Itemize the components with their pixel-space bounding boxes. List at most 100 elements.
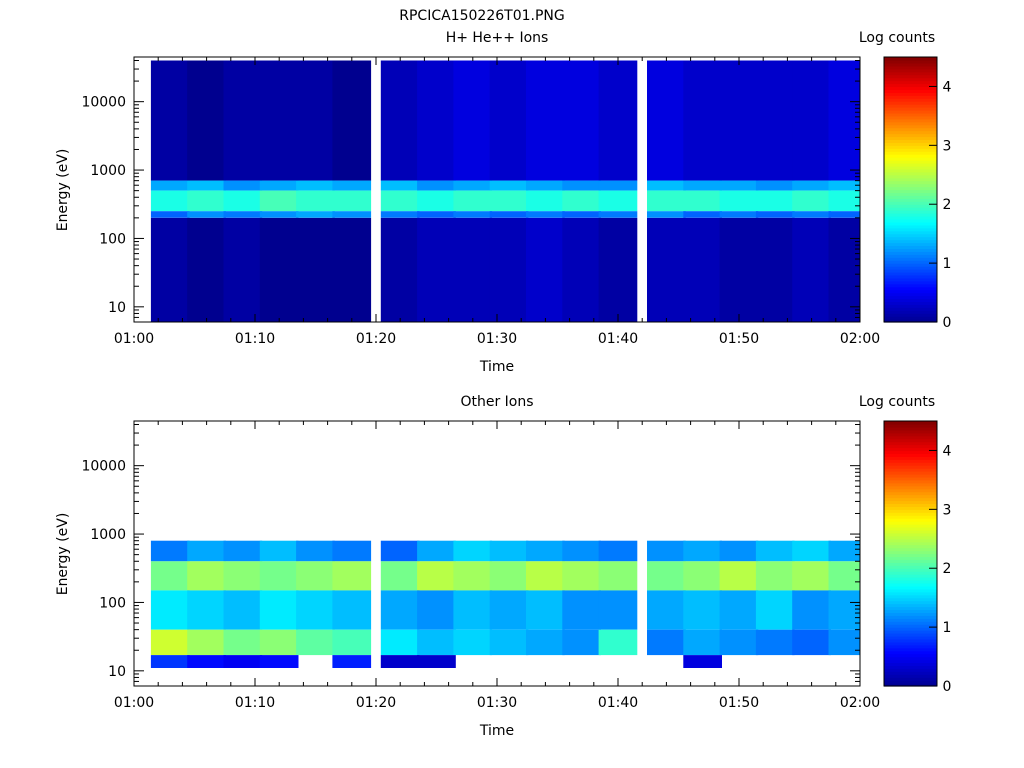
heatmap-cell [647, 60, 686, 181]
colorbar-segment [884, 227, 937, 232]
colorbar-segment [884, 644, 937, 649]
heatmap-cell [719, 211, 759, 218]
heatmap-cell [489, 561, 529, 591]
panel-2-y-axis: 10 100 1000 10000 [81, 423, 860, 687]
heatmap-cell [417, 60, 456, 181]
heatmap-cell [562, 190, 601, 212]
panel-1-y-label: Energy (eV) [55, 149, 71, 232]
x-tick-label: 01:10 [235, 695, 275, 711]
colorbar-segment [884, 488, 937, 493]
colorbar-segment [884, 627, 937, 631]
colorbar-segment [884, 476, 937, 481]
panel-2-colorbar: 0 1 2 3 4 [883, 420, 952, 695]
colorbar-segment [884, 618, 937, 622]
x-tick-label: 01:40 [598, 695, 638, 711]
colorbar-segment [884, 98, 937, 102]
heatmap-cell [792, 217, 831, 322]
colorbar-tick-label: 3 [943, 502, 952, 518]
colorbar-segment [884, 189, 937, 194]
heatmap-cell [562, 629, 601, 656]
heatmap-cell [489, 217, 529, 322]
colorbar-segment [884, 606, 937, 611]
colorbar-segment [884, 585, 937, 590]
heatmap-cell [526, 629, 565, 656]
x-tick-label: 01:50 [719, 695, 759, 711]
colorbar-segment [884, 512, 937, 516]
heatmap-cell [683, 180, 722, 191]
panel-2-x-axis: 01:00 01:10 01:20 01:30 01:40 01:50 02:00 [114, 421, 880, 711]
heatmap-cell [417, 629, 456, 656]
heatmap-cell [417, 217, 456, 322]
heatmap-cell [647, 629, 686, 656]
panel-2-x-label: Time [479, 723, 514, 739]
heatmap-cell [223, 561, 263, 591]
heatmap-cell [453, 217, 493, 322]
heatmap-cell [755, 60, 795, 181]
colorbar-segment [884, 535, 937, 540]
heatmap-cell [489, 540, 529, 562]
heatmap-cell [332, 211, 372, 218]
heatmap-cell [647, 561, 686, 591]
colorbar-segment [884, 142, 937, 146]
heatmap-cell [828, 180, 860, 191]
heatmap-cell [489, 629, 529, 656]
colorbar-segment [884, 313, 937, 317]
heatmap-cell [453, 561, 493, 591]
heatmap-cell [453, 180, 493, 191]
heatmap-cell [719, 629, 759, 656]
heatmap-cell [562, 590, 601, 630]
heatmap-cell [526, 590, 565, 630]
colorbar-tick-label: 1 [943, 620, 952, 636]
colorbar-segment [884, 230, 937, 235]
colorbar-segment [884, 80, 937, 85]
colorbar-segment [884, 257, 937, 261]
x-tick-label: 01:00 [114, 695, 154, 711]
colorbar-segment [884, 121, 937, 126]
heatmap-cell [828, 540, 860, 562]
colorbar-tick-label: 1 [943, 256, 952, 272]
heatmap-cell [223, 629, 263, 656]
heatmap-cell [755, 540, 795, 562]
heatmap-cell [683, 655, 722, 668]
heatmap-cell [150, 540, 190, 562]
x-tick-label: 01:50 [719, 331, 759, 347]
colorbar-segment [884, 298, 937, 302]
colorbar-segment [884, 59, 937, 64]
colorbar-segment [884, 556, 937, 560]
x-tick-label: 01:30 [477, 331, 517, 347]
colorbar-segment [884, 269, 937, 273]
colorbar-tick-label: 0 [943, 315, 952, 331]
colorbar-segment [884, 465, 937, 469]
y-tick-label: 10 [108, 664, 126, 680]
heatmap-cell [223, 211, 263, 218]
colorbar-segment [884, 195, 937, 199]
colorbar-segment [884, 638, 937, 643]
heatmap-cell [598, 540, 638, 562]
y-tick-label: 1000 [90, 527, 126, 543]
colorbar-segment [884, 86, 937, 90]
colorbar-segment [884, 474, 937, 478]
heatmap-cell [296, 629, 335, 656]
heatmap-cell [296, 540, 335, 562]
heatmap-cell [453, 629, 493, 656]
colorbar-segment [884, 92, 937, 96]
colorbar-segment [884, 186, 937, 191]
colorbar-tick-label: 2 [943, 197, 952, 213]
colorbar-segment [884, 301, 937, 305]
heatmap-cell [828, 629, 860, 656]
colorbar-segment [884, 597, 937, 602]
heatmap-cell [332, 60, 372, 181]
heatmap-cell [598, 190, 638, 212]
colorbar-segment [884, 494, 937, 499]
x-tick-label: 02:00 [840, 331, 880, 347]
heatmap-cell [647, 590, 686, 630]
heatmap-cell [296, 190, 335, 212]
heatmap-cell [150, 211, 190, 218]
heatmap-cell [598, 561, 638, 591]
heatmap-cell [417, 561, 456, 591]
heatmap-cell [417, 211, 456, 218]
heatmap-cell [719, 180, 759, 191]
heatmap-cell [792, 590, 831, 630]
colorbar-tick-label: 4 [943, 443, 952, 459]
colorbar-segment [884, 680, 937, 684]
